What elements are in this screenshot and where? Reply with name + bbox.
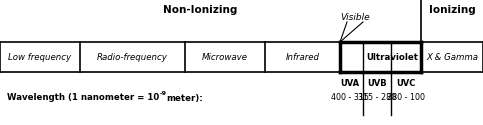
Text: X & Gamma: X & Gamma: [426, 52, 478, 62]
Text: 315 - 280: 315 - 280: [358, 94, 396, 102]
Text: Infrared: Infrared: [285, 52, 319, 62]
Text: UVB: UVB: [367, 78, 387, 88]
Text: 280 - 100: 280 - 100: [387, 94, 425, 102]
Text: 400 - 315: 400 - 315: [331, 94, 369, 102]
Text: -9: -9: [159, 91, 166, 96]
Text: Ionizing: Ionizing: [428, 5, 475, 15]
Text: Ultraviolet: Ultraviolet: [366, 52, 418, 62]
Text: UVC: UVC: [397, 78, 416, 88]
Text: Wavelength (1 nanometer = 10: Wavelength (1 nanometer = 10: [7, 94, 159, 102]
Text: Non-Ionizing: Non-Ionizing: [163, 5, 237, 15]
Text: Microwave: Microwave: [202, 52, 248, 62]
Text: UVA: UVA: [341, 78, 359, 88]
Text: Radio-frequency: Radio-frequency: [97, 52, 168, 62]
Text: Low frequency: Low frequency: [8, 52, 71, 62]
Text: Visible: Visible: [340, 14, 370, 22]
Text: meter):: meter):: [166, 94, 203, 102]
